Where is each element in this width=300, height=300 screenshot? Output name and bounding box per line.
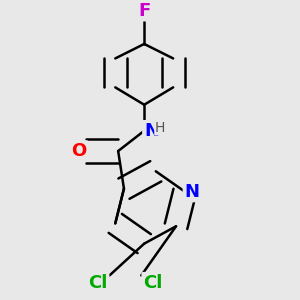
Text: N: N (144, 122, 159, 140)
Text: Cl: Cl (143, 274, 163, 292)
Text: Cl: Cl (88, 274, 108, 292)
Text: O: O (71, 142, 87, 160)
Text: N: N (184, 182, 200, 200)
Text: F: F (138, 2, 150, 20)
Text: H: H (155, 121, 165, 135)
